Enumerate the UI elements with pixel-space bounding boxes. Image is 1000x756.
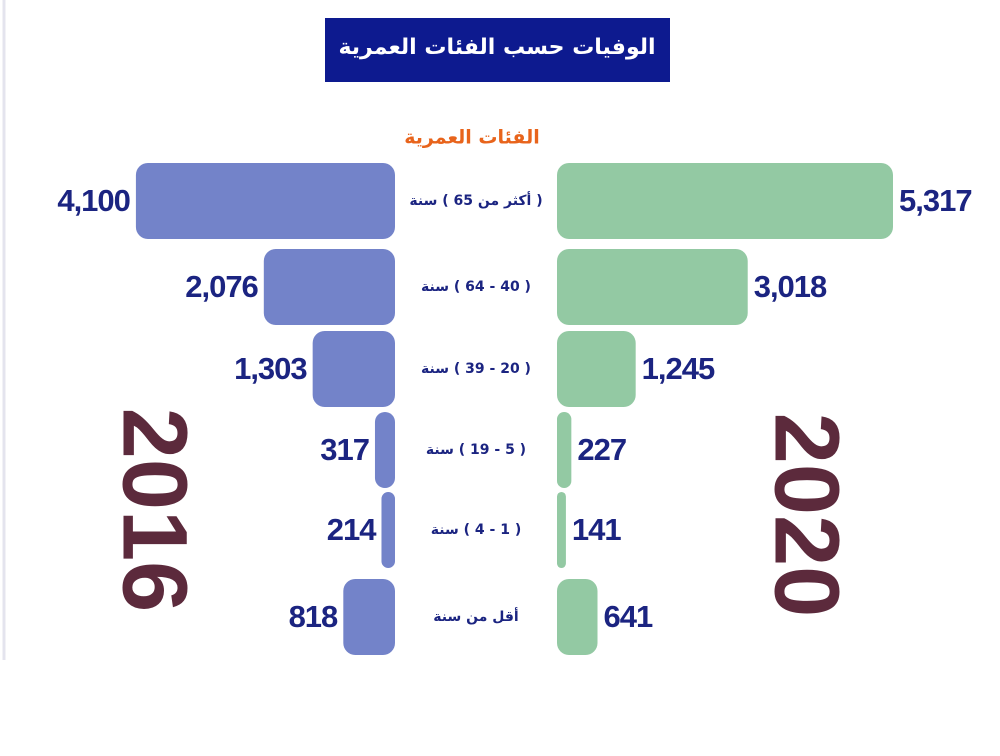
value-label: 2,076 <box>185 269 258 304</box>
bar <box>135 163 395 239</box>
category-label: ( 5 - 19 ) سنة <box>426 442 526 458</box>
category-label: ( 20 - 39 ) سنة <box>421 361 531 377</box>
series-label: 2020 <box>756 413 858 618</box>
title-box <box>325 18 670 82</box>
bar <box>557 331 636 407</box>
bar <box>343 579 395 655</box>
bar <box>557 163 893 239</box>
value-label: 3,018 <box>754 269 827 304</box>
value-label: 641 <box>604 599 653 634</box>
value-label: 227 <box>577 432 626 467</box>
bar <box>557 249 748 325</box>
value-label: 214 <box>327 512 377 547</box>
value-label: 317 <box>320 432 369 467</box>
bar <box>557 492 566 568</box>
value-label: 5,317 <box>899 183 972 218</box>
value-label: 1,245 <box>642 351 715 386</box>
bar <box>263 249 395 325</box>
value-label: 818 <box>289 599 338 634</box>
category-label: ( أكثر من 65 ) سنة <box>409 191 542 209</box>
category-label: ( 1 - 4 ) سنة <box>431 522 521 538</box>
chart-subtitle: الفئات العمرية <box>404 127 540 149</box>
category-label: أقل من سنة <box>433 607 518 625</box>
bar <box>557 412 572 488</box>
value-label: 1,303 <box>234 351 307 386</box>
value-label: 141 <box>572 512 621 547</box>
value-label: 4,100 <box>57 183 130 218</box>
bar <box>381 492 395 568</box>
chart-title: الوفيات حسب الفئات العمرية <box>338 35 655 60</box>
category-label: ( 40 - 64 ) سنة <box>421 279 531 295</box>
bar <box>557 579 598 655</box>
bar <box>312 331 395 407</box>
bar <box>374 412 395 488</box>
series-label: 2016 <box>104 408 206 613</box>
